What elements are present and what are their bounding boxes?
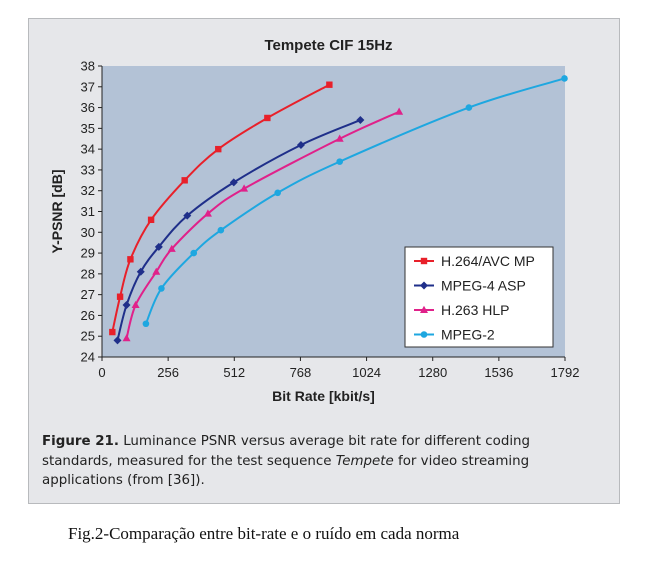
data-point — [336, 158, 344, 165]
data-point — [229, 178, 238, 187]
legend-marker — [420, 305, 428, 313]
y-tick-label: 34 — [81, 142, 95, 157]
data-point — [561, 75, 568, 82]
y-tick-label: 26 — [81, 308, 95, 323]
data-point — [296, 140, 305, 149]
y-tick-label: 37 — [81, 79, 95, 94]
data-point — [116, 293, 124, 300]
legend-label: H.263 HLP — [441, 302, 509, 318]
y-tick-label: 30 — [81, 225, 95, 240]
data-point — [122, 301, 131, 310]
data-point — [465, 104, 473, 111]
x-tick-label: 1024 — [352, 365, 381, 380]
data-point — [167, 244, 176, 252]
data-point — [183, 211, 192, 220]
data-point — [122, 334, 131, 342]
y-tick-label: 24 — [81, 350, 95, 365]
x-axis-label: Bit Rate [kbit/s] — [272, 388, 375, 404]
y-tick-label: 29 — [81, 246, 95, 261]
x-tick-label: 256 — [157, 365, 179, 380]
data-point — [326, 81, 333, 88]
data-point — [109, 328, 116, 336]
data-point — [335, 134, 344, 142]
legend-label: MPEG-2 — [441, 327, 495, 343]
data-point — [154, 242, 163, 251]
y-axis-label: Y-PSNR [dB] — [49, 170, 65, 254]
data-point — [181, 177, 188, 184]
data-point — [152, 267, 161, 275]
data-point — [127, 256, 134, 263]
y-tick-label: 27 — [81, 287, 95, 302]
data-point — [131, 300, 140, 309]
data-point — [113, 336, 122, 345]
x-tick-label: 1792 — [551, 365, 580, 380]
footer-caption: Fig.2-Comparação entre bit-rate e o ruíd… — [68, 524, 460, 543]
x-tick-label: 512 — [223, 365, 245, 380]
y-tick-label: 28 — [81, 266, 95, 281]
legend-marker — [420, 257, 428, 265]
caption-label: Figure 21. — [42, 434, 119, 449]
figure-caption: Figure 21. Luminance PSNR versus average… — [42, 432, 592, 491]
x-tick-label: 0 — [98, 365, 105, 380]
data-point — [142, 320, 150, 328]
series-group — [109, 81, 333, 336]
data-point — [158, 285, 165, 292]
y-tick-label: 32 — [81, 183, 95, 198]
data-point — [190, 249, 198, 257]
caption-text-before: Luminance PSNR versus average bit rate f… — [42, 434, 531, 469]
legend-label: MPEG-4 ASP — [441, 278, 526, 294]
legend-box — [404, 246, 554, 348]
axes: 24 25 26 27 28 29 30 31 32 33 34 35 36 37 38 0 256 512 768… — [81, 59, 580, 381]
caption-italic: Tempete — [335, 453, 394, 469]
caption-text-after: for video streaming applications (from [… — [42, 453, 530, 489]
y-tick-label: 38 — [81, 59, 95, 74]
data-point — [264, 114, 271, 122]
data-point — [215, 145, 222, 153]
x-tick-label: 1280 — [418, 365, 447, 380]
y-tick-label: 35 — [81, 121, 95, 136]
data-point — [356, 116, 365, 125]
data-point — [203, 209, 212, 217]
x-tick-label: 1536 — [484, 365, 513, 380]
data-point — [147, 216, 155, 224]
y-tick-label: 36 — [81, 100, 95, 115]
legend-label: H.264/AVC MP — [441, 253, 535, 269]
data-point — [217, 226, 225, 234]
y-tick-label: 31 — [81, 204, 95, 219]
series-group — [142, 75, 568, 328]
legend: H.264/AVC MP MPEG-4 ASP H.263 HLP MPEG-2 — [404, 246, 554, 348]
x-tick-label: 768 — [290, 365, 312, 380]
data-point — [136, 267, 145, 276]
series-group — [113, 116, 365, 345]
y-tick-label: 33 — [81, 162, 95, 177]
series-group — [122, 107, 404, 342]
data-point — [395, 107, 404, 115]
data-point — [274, 189, 281, 197]
legend-marker — [420, 331, 428, 338]
y-tick-label: 25 — [81, 329, 95, 344]
chart-title: Tempete CIF 15Hz — [264, 37, 392, 54]
legend-marker — [420, 281, 428, 290]
data-point — [240, 184, 249, 192]
series-layer — [109, 75, 568, 345]
